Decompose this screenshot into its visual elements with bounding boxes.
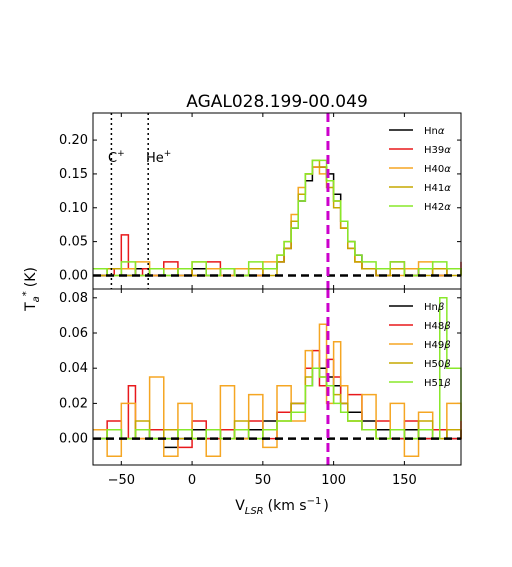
chart-title: AGAL028.199-00.049 [186,92,368,112]
bottom-panel: 0.00 0.02 0.04 0.06 0.08 Hnβ H48β H49β H50β H51β [59,288,462,466]
top-panel-legend: Hnα H39α H40α H41α H42α [389,126,451,213]
x-tick-label: 50 [255,473,272,488]
legend-label: H42α [424,202,451,213]
legend-label: H51β [424,378,451,389]
y-tick-label: 0.15 [59,167,88,182]
y-tick-label: 0.04 [59,361,88,376]
legend-label: H40α [424,164,451,175]
y-tick-label: 0.02 [59,396,88,411]
x-tick-labels: −50 0 50 100 150 [108,473,417,488]
x-tick-label: 150 [392,473,417,488]
bottom-panel-ticks: 0.00 0.02 0.04 0.06 0.08 [59,289,461,465]
bottom-panel-legend: Hnβ H48β H49β H50β H51β [389,302,451,389]
top-panel-reference-lines [93,113,461,289]
x-axis-label: VLSR (km s−1) [235,496,329,517]
x-tick-label: 100 [321,473,346,488]
y-tick-label: 0.05 [59,235,88,250]
legend-label: H50β [424,359,451,370]
bottom-panel-series [93,297,462,457]
legend-label: H39α [424,145,451,156]
y-tick-label: 0.10 [59,201,88,216]
top-panel: 0.000.050.100.150.20 C+ He+ HnαH39αH40αH… [59,112,462,290]
y-tick-label: 0.00 [59,432,88,447]
legend-label: H48β [424,321,451,332]
y-tick-label: 0.08 [59,291,88,306]
x-tick-label: −50 [108,473,135,488]
bottom-panel-reference-lines [93,289,461,465]
y-tick-label: 0.06 [59,326,88,341]
legend-label: Hnα [424,126,445,137]
annotation-c-plus: C+ [108,149,125,166]
legend-label: H41α [424,183,451,194]
y-tick-label: 0.00 [59,268,88,283]
y-axis-label: Ta*(K) [21,267,42,312]
top-panel-ticks: 0.00 0.05 0.10 0.15 0.20 [59,113,461,289]
x-tick-label: 0 [188,473,196,488]
annotation-he-plus: He+ [146,149,171,166]
y-tick-label: 0.20 [59,133,88,148]
bottom-panel-frame [92,288,462,466]
legend-label: H49β [424,340,451,351]
legend-label: Hnβ [424,302,445,313]
series-h42-line [93,159,462,277]
